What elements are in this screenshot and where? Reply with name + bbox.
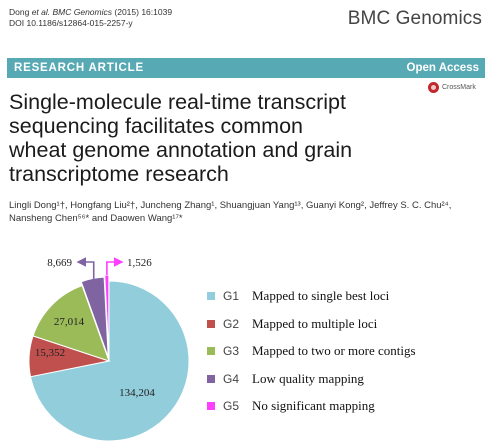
article-title: Single-molecule real-time transcript seq… bbox=[9, 90, 429, 186]
legend-label: Mapped to multiple loci bbox=[252, 315, 378, 331]
title-line: wheat genome annotation and grain bbox=[9, 138, 353, 162]
author-line: Lingli Dong¹†, Hongfang Liu²†, Juncheng … bbox=[9, 200, 452, 211]
author-list: Lingli Dong¹†, Hongfang Liu²†, Juncheng … bbox=[9, 199, 479, 225]
crossmark-label: CrossMark bbox=[442, 84, 476, 91]
pie-slice-g4 bbox=[80, 276, 109, 358]
legend-item-g5: G5 No significant mapping bbox=[207, 398, 375, 414]
legend-code: G2 bbox=[223, 316, 240, 331]
pie-leader-g5 bbox=[106, 257, 124, 276]
pie-leader-g4 bbox=[76, 257, 95, 281]
pie-value-label-g3: 27,014 bbox=[54, 316, 85, 328]
title-line: transcriptome research bbox=[9, 162, 229, 186]
legend-code: G4 bbox=[223, 371, 240, 386]
pie-value-label-g2: 15,352 bbox=[35, 347, 65, 359]
legend-label: Mapped to single best loci bbox=[252, 288, 390, 303]
journal-name[interactable]: BMC Genomics bbox=[347, 8, 482, 29]
citation-journal: et al. BMC Genomics bbox=[31, 7, 113, 17]
crossmark-icon bbox=[428, 82, 439, 93]
legend-swatch bbox=[207, 374, 215, 383]
legend-swatch bbox=[207, 319, 215, 328]
pie-value-label-g1: 134,204 bbox=[119, 387, 155, 399]
pie-slice-g5 bbox=[104, 274, 110, 356]
legend-code: G3 bbox=[223, 344, 240, 358]
pie-value-label-g4: 8,669 bbox=[47, 257, 72, 269]
article-banner: RESEARCH ARTICLE Open Access bbox=[7, 58, 485, 78]
legend-swatch bbox=[207, 347, 215, 355]
pie-value-label-g5: 1,526 bbox=[127, 257, 152, 269]
legend-swatch bbox=[207, 292, 215, 300]
legend-item-g3: G3 Mapped to two or more contigs bbox=[207, 343, 416, 359]
pie-slice-g3 bbox=[32, 285, 110, 362]
legend-item-g1: G1 Mapped to single best loci bbox=[207, 288, 389, 304]
legend-swatch bbox=[207, 402, 215, 410]
pie-chart: 134,204 15,352 27,014 8,669 1,526 bbox=[28, 257, 190, 441]
citation-authors: Dong bbox=[9, 7, 30, 17]
legend-label: No significant mapping bbox=[252, 398, 375, 413]
article-type: RESEARCH ARTICLE bbox=[14, 62, 144, 74]
citation-volume: (2015) 16:1039 bbox=[114, 7, 173, 17]
citation-doi[interactable]: DOI 10.1186/s12864-015-2257-y bbox=[9, 18, 133, 28]
legend-code: G5 bbox=[223, 399, 240, 413]
title-line: sequencing facilitates common bbox=[9, 114, 303, 138]
legend-item-g2: G2 Mapped to multiple loci bbox=[207, 316, 377, 332]
open-access-label: Open Access bbox=[406, 62, 479, 74]
legend-code: G1 bbox=[223, 289, 240, 303]
author-line: Nansheng Chen⁵⁶* and Daowen Wang¹⁷* bbox=[9, 213, 183, 224]
legend-label: Mapped to two or more contigs bbox=[252, 343, 416, 358]
title-line: Single-molecule real-time transcript bbox=[9, 90, 346, 114]
crossmark-button[interactable]: CrossMark bbox=[428, 82, 476, 93]
legend-item-g4: G4 Low quality mapping bbox=[207, 371, 364, 387]
legend-label: Low quality mapping bbox=[252, 370, 364, 386]
citation: Dong et al. BMC Genomics (2015) 16:1039 … bbox=[9, 7, 172, 29]
